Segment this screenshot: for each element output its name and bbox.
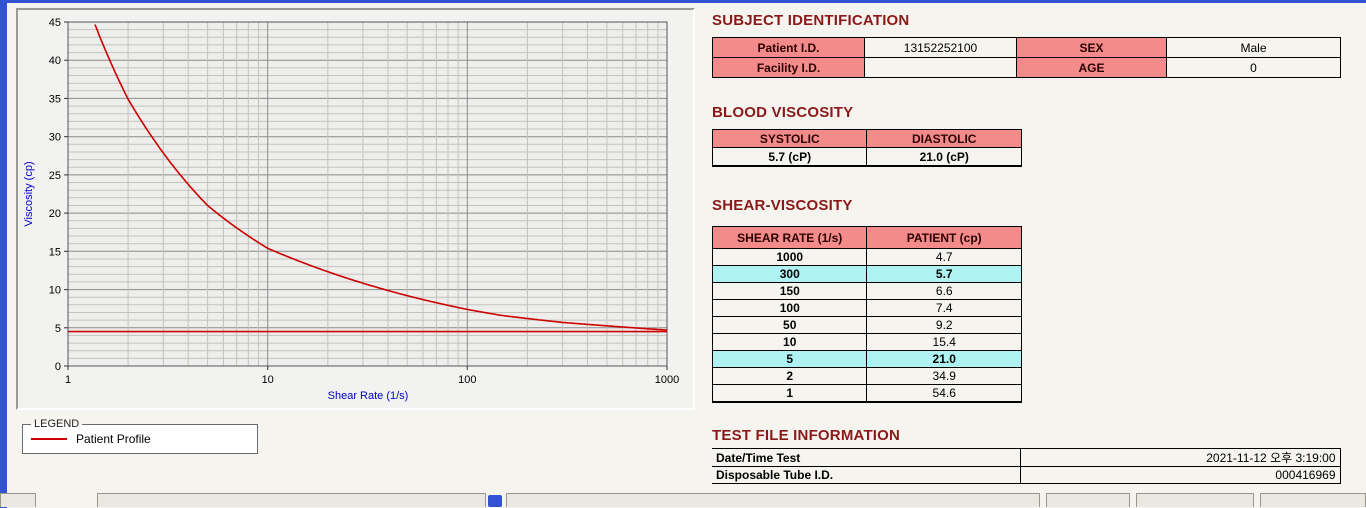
blood-viscosity-title: BLOOD VISCOSITY: [712, 104, 854, 121]
age-value: 0: [1166, 57, 1341, 78]
shear-rate-header: SHEAR RATE (1/s): [711, 226, 868, 249]
table-row: Disposable Tube I.D. 000416969: [712, 466, 1341, 484]
shear-viscosity-row: 300 5.7: [711, 265, 1022, 283]
shear-rate-cell: 150: [711, 282, 868, 300]
legend-title: LEGEND: [34, 418, 80, 430]
sex-value: Male: [1166, 37, 1341, 58]
patient-id-value: 13152252100: [864, 37, 1017, 58]
svg-text:25: 25: [49, 170, 61, 182]
svg-text:15: 15: [49, 246, 61, 258]
shear-rate-cell: 300: [711, 265, 868, 283]
table-row: SYSTOLIC DIASTOLIC: [711, 129, 1022, 148]
shear-viscosity-row: 1000 4.7: [711, 248, 1022, 266]
legend-entry-label: Patient Profile: [76, 432, 151, 446]
shear-rate-cell: 50: [711, 316, 868, 334]
svg-text:0: 0: [55, 361, 61, 373]
series-patient-profile: [94, 24, 668, 331]
patient-cp-cell: 21.0: [866, 350, 1022, 368]
legend-line-swatch: [31, 438, 67, 440]
svg-text:1000: 1000: [655, 374, 679, 386]
shear-viscosity-title: SHEAR-VISCOSITY: [712, 197, 853, 214]
shear-viscosity-row: 50 9.2: [711, 316, 1022, 334]
patient-cp-cell: 15.4: [866, 333, 1022, 351]
svg-text:30: 30: [49, 132, 61, 144]
diastolic-header: DIASTOLIC: [866, 129, 1022, 148]
viscosity-chart: 0 5 10 15 20 25 30 35 40 45 1 10 100 1000 Shear Rate (…: [23, 17, 679, 402]
blood-viscosity-table: SYSTOLIC DIASTOLIC 5.7 (cP) 21.0 (cP): [711, 129, 1022, 167]
app-icon[interactable]: [488, 495, 502, 507]
patient-cp-cell: 5.7: [866, 265, 1022, 283]
legend-items: Patient Profile: [31, 432, 249, 446]
svg-text:10: 10: [262, 374, 274, 386]
taskbar-item[interactable]: [0, 493, 36, 507]
subject-identification-title: SUBJECT IDENTIFICATION: [712, 12, 910, 29]
table-row: SHEAR RATE (1/s) PATIENT (cp): [711, 226, 1022, 249]
systolic-value: 5.7 (cP): [711, 147, 868, 167]
table-row: Date/Time Test 2021-11-12 오후 3:19:00: [712, 448, 1341, 467]
patient-cp-cell: 9.2: [866, 316, 1022, 334]
svg-text:100: 100: [458, 374, 476, 386]
patient-cp-cell: 6.6: [866, 282, 1022, 300]
svg-text:10: 10: [49, 285, 61, 297]
patient-cp-cell: 7.4: [866, 299, 1022, 317]
patient-cp-header: PATIENT (cp): [866, 226, 1022, 249]
subject-identification-table: Patient I.D. 13152252100 SEX Male Facili…: [712, 37, 1341, 78]
facility-id-label: Facility I.D.: [712, 57, 865, 78]
report-panel: SUBJECT IDENTIFICATION Patient I.D. 1315…: [711, 12, 1341, 484]
facility-id-value: [864, 57, 1017, 78]
shear-rate-cell: 100: [711, 299, 868, 317]
taskbar-item[interactable]: [1046, 493, 1130, 507]
shear-rate-cell: 1000: [711, 248, 868, 266]
shear-viscosity-table: SHEAR RATE (1/s) PATIENT (cp) 1000 4.7 300…: [711, 226, 1022, 403]
patient-cp-cell: 4.7: [866, 248, 1022, 266]
shear-viscosity-row: 150 6.6: [711, 282, 1022, 300]
diastolic-value: 21.0 (cP): [866, 147, 1022, 167]
shear-rate-cell: 2: [711, 367, 868, 385]
taskbar-item[interactable]: [97, 493, 486, 507]
shear-rate-cell: 10: [711, 333, 868, 351]
shear-viscosity-row: 10 15.4: [711, 333, 1022, 351]
svg-text:5: 5: [55, 323, 61, 335]
shear-viscosity-row: 100 7.4: [711, 299, 1022, 317]
table-row: Patient I.D. 13152252100 SEX Male: [712, 37, 1341, 58]
taskbar-item[interactable]: [506, 493, 1040, 507]
test-file-information-title: TEST FILE INFORMATION: [712, 427, 901, 444]
svg-text:40: 40: [49, 55, 61, 67]
shear-rate-cell: 5: [711, 350, 868, 368]
taskbar-item[interactable]: [1260, 493, 1366, 507]
svg-text:35: 35: [49, 93, 61, 105]
svg-text:1: 1: [65, 374, 71, 386]
shear-viscosity-row: 1 54.6: [711, 384, 1022, 403]
age-label: AGE: [1016, 57, 1167, 78]
test-file-information-table: Date/Time Test 2021-11-12 오후 3:19:00 Dis…: [712, 448, 1341, 484]
viscosity-chart-panel: 0 5 10 15 20 25 30 35 40 45 1 10 100 1000 Shear Rate (…: [16, 8, 695, 410]
svg-text:45: 45: [49, 17, 61, 29]
taskbar-item[interactable]: [1136, 493, 1254, 507]
shear-viscosity-row: 2 34.9: [711, 367, 1022, 385]
shear-viscosity-row: 5 21.0: [711, 350, 1022, 368]
systolic-header: SYSTOLIC: [711, 129, 868, 148]
svg-text:Viscosity (cp): Viscosity (cp): [23, 161, 35, 226]
window-top-edge: [0, 0, 1366, 3]
patient-cp-cell: 54.6: [866, 384, 1022, 403]
patient-cp-cell: 34.9: [866, 367, 1022, 385]
date-time-test-value: 2021-11-12 오후 3:19:00: [1019, 448, 1341, 467]
disposable-tube-id-label: Disposable Tube I.D.: [712, 466, 1020, 484]
chart-legend: LEGEND Patient Profile: [22, 418, 258, 454]
window-left-edge: [0, 0, 7, 508]
disposable-tube-id-value: 000416969: [1019, 466, 1341, 484]
svg-text:20: 20: [49, 208, 61, 220]
date-time-test-label: Date/Time Test: [712, 448, 1020, 467]
legend-entry: Patient Profile: [31, 432, 249, 446]
table-row: Facility I.D. AGE 0: [712, 57, 1341, 78]
table-row: 5.7 (cP) 21.0 (cP): [711, 147, 1022, 167]
shear-rate-cell: 1: [711, 384, 868, 403]
patient-id-label: Patient I.D.: [712, 37, 865, 58]
sex-label: SEX: [1016, 37, 1167, 58]
svg-text:Shear Rate (1/s): Shear Rate (1/s): [328, 390, 409, 402]
